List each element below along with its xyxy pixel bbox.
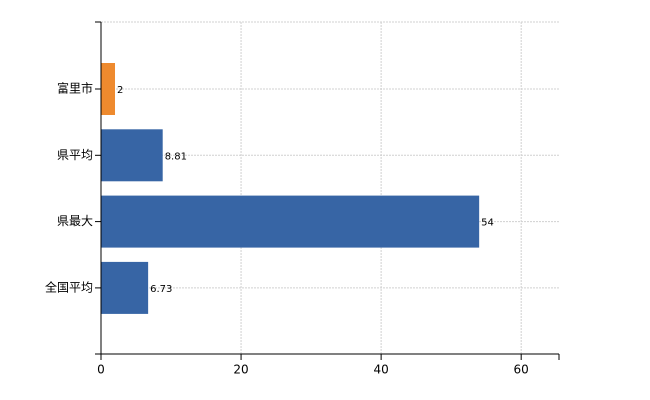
y-tick-label: 全国平均: [45, 279, 93, 294]
value-label: 8.81: [165, 151, 187, 162]
bar: [101, 63, 116, 115]
bar: [101, 129, 163, 182]
bar: [101, 195, 480, 248]
x-tick-label: 60: [514, 363, 529, 377]
y-tick-label: 県最大: [57, 214, 93, 228]
value-label: 2: [117, 85, 123, 96]
y-tick-label: 県平均: [57, 148, 93, 162]
x-tick-label: 0: [97, 363, 105, 377]
y-tick-label: 富里市: [57, 81, 93, 96]
x-tick-label: 20: [233, 363, 248, 377]
bar: [101, 261, 149, 314]
x-tick-label: 40: [373, 363, 388, 377]
value-label: 54: [481, 218, 494, 229]
value-label: 6.73: [150, 284, 172, 295]
